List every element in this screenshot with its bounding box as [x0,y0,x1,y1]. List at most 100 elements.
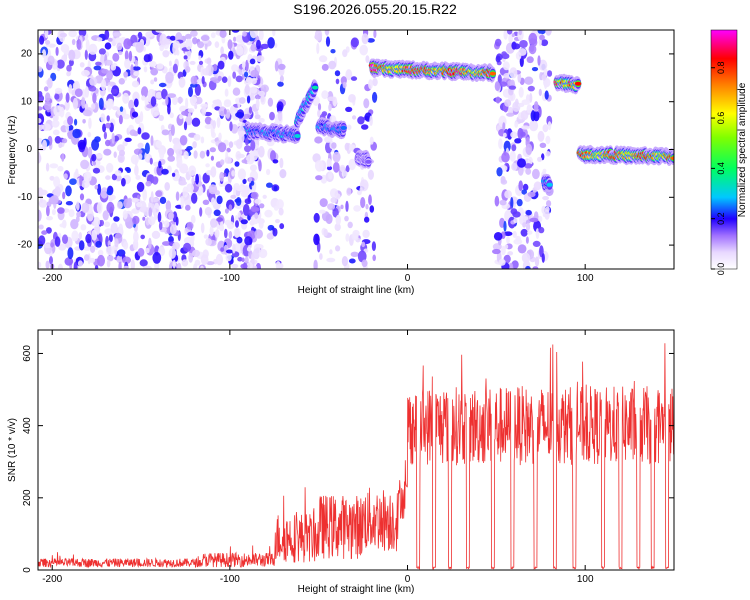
noise-blob [499,81,507,86]
noise-blob [97,255,105,267]
noise-blob [123,241,128,250]
noise-blob [353,230,360,236]
noise-blob [117,201,123,209]
noise-blob [74,262,78,273]
noise-blob [513,239,522,245]
noise-blob [532,67,538,71]
noise-blob [144,66,148,72]
y-tick-label: -10 [18,192,33,203]
colorbar-tick-label: 0.4 [716,162,726,175]
noise-blob [107,190,113,195]
noise-blob [543,124,549,132]
noise-blob [279,223,284,229]
noise-blob [250,165,257,172]
noise-blob [362,230,369,238]
noise-blob [180,135,188,145]
noise-blob [512,43,520,49]
noise-blob [211,32,216,38]
noise-blob [238,168,246,180]
noise-blob [273,228,278,237]
noise-blob [249,106,252,113]
noise-blob [165,72,174,84]
noise-blob [502,122,505,131]
noise-blob [233,88,241,96]
noise-blob [359,45,368,56]
noise-blob [64,173,68,179]
noise-blob [155,190,162,197]
noise-blob [501,152,510,163]
noise-blob [244,236,252,245]
y-tick-label: 600 [22,345,33,362]
noise-blob [216,217,223,222]
noise-blob [242,159,248,163]
noise-blob [232,244,236,254]
noise-blob [169,61,172,67]
noise-blob [141,95,145,100]
noise-blob [545,90,549,99]
noise-blob [91,103,95,109]
noise-blob [250,44,256,52]
colorbar-tick-label: 0.0 [716,263,726,276]
colorbar-label: Normalized spectral amplitude [737,82,748,217]
noise-blob [130,129,137,136]
noise-blob [81,203,89,214]
noise-blob [326,36,330,46]
noise-blob [151,191,154,203]
noise-blob [250,87,257,94]
noise-blob [235,112,244,118]
noise-blob [211,132,216,138]
noise-blob [372,254,376,261]
noise-blob [336,215,341,226]
noise-blob [336,79,340,85]
noise-blob [238,212,241,218]
noise-blob [214,210,221,217]
ridge-cell [294,134,300,138]
noise-blob [164,220,169,228]
noise-blob [68,50,75,61]
noise-blob [224,245,229,255]
noise-blob [259,30,264,41]
noise-blob [353,205,361,212]
noise-blob [44,102,51,111]
noise-blob [94,136,101,142]
noise-blob [192,250,200,257]
noise-blob [65,257,74,265]
noise-blob [41,230,47,235]
noise-blob [156,140,162,148]
y-tick-label: 0 [26,144,32,155]
noise-blob [232,71,236,78]
noise-blob [100,220,104,226]
noise-blob [135,175,140,180]
noise-blob [368,170,374,180]
noise-blob [504,190,512,198]
noise-blob [95,185,99,190]
noise-blob [53,130,60,136]
noise-blob [39,36,44,45]
noise-blob [42,123,51,131]
noise-blob [140,111,143,122]
noise-blob [277,82,284,87]
noise-blob [145,248,149,254]
noise-blob [104,30,109,40]
noise-blob [499,259,506,266]
noise-blob [177,263,181,274]
noise-blob [254,212,258,219]
noise-blob [256,40,261,50]
noise-blob [251,192,259,199]
noise-blob [143,266,152,271]
noise-blob [208,184,217,194]
noise-blob [279,208,284,216]
noise-blob [495,81,500,91]
noise-blob [183,243,191,252]
noise-blob [525,168,531,175]
noise-blob [501,51,507,55]
noise-blob [266,183,273,188]
noise-blob [62,234,68,244]
noise-blob [245,198,252,204]
noise-blob [80,193,84,200]
noise-blob [242,31,247,37]
noise-blob [349,259,356,264]
noise-blob [205,207,212,216]
noise-blob [138,143,144,149]
noise-blob [122,93,129,104]
